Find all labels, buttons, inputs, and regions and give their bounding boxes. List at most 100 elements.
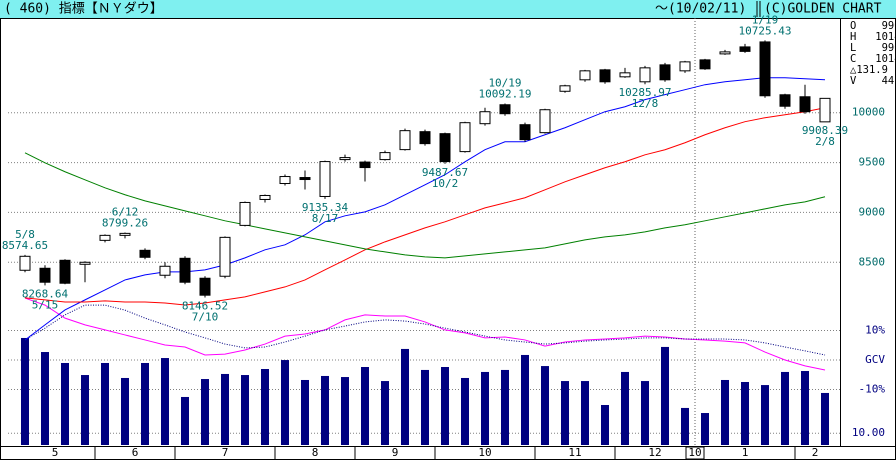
x-tick-label: 7 bbox=[222, 446, 229, 459]
candle-body bbox=[19, 255, 31, 271]
volume-bar bbox=[341, 377, 349, 445]
volume-bar bbox=[801, 371, 809, 445]
candle-body bbox=[139, 249, 151, 258]
volume-bar bbox=[81, 375, 89, 445]
candle-body bbox=[279, 176, 291, 185]
volume-bar bbox=[461, 377, 469, 445]
header-title: ( 460) 指標【ＮＹダウ】 bbox=[4, 2, 163, 17]
volume-bar bbox=[821, 392, 829, 445]
annotation-value: 8799.26 bbox=[102, 216, 148, 229]
candle-body bbox=[379, 152, 391, 161]
year-label: 10 bbox=[688, 446, 701, 459]
annotation-date: 1/19 bbox=[752, 13, 779, 26]
info-line: O 9908 bbox=[850, 20, 896, 32]
header-bar bbox=[0, 0, 896, 18]
volume-bar bbox=[241, 375, 249, 445]
candle-body bbox=[199, 277, 211, 296]
candle-body bbox=[59, 259, 71, 284]
volume-bar bbox=[781, 371, 789, 445]
annotation-value: 8146.52 bbox=[182, 300, 228, 313]
candle-body bbox=[79, 261, 91, 265]
volume-bar bbox=[521, 354, 529, 445]
annotation-date: 2/8 bbox=[815, 135, 835, 148]
candle-body bbox=[659, 64, 671, 81]
y-tick-label: 10% bbox=[865, 324, 885, 337]
candle-body bbox=[539, 109, 551, 134]
candle-body bbox=[559, 85, 571, 92]
volume-bar bbox=[661, 346, 669, 445]
volume-bar bbox=[161, 358, 169, 445]
volume-bar bbox=[561, 381, 569, 445]
candle-body bbox=[619, 72, 631, 78]
info-line: △131.9 bbox=[850, 64, 888, 76]
candle-body bbox=[119, 232, 131, 236]
info-line: H 10144 bbox=[850, 31, 896, 43]
y-tick-label: 9000 bbox=[859, 205, 886, 218]
candle-body bbox=[819, 97, 831, 123]
x-tick-label: 12 bbox=[648, 446, 661, 459]
candle-body bbox=[599, 69, 611, 83]
y-tick-label: 10000 bbox=[852, 106, 885, 119]
volume-bar bbox=[481, 371, 489, 445]
x-tick-label: 1 bbox=[742, 446, 749, 459]
candle-body bbox=[459, 122, 471, 153]
volume-bar bbox=[421, 369, 429, 445]
annotation-date: 8/17 bbox=[312, 212, 339, 225]
volume-bar bbox=[701, 413, 709, 445]
annotation-date: 12/8 bbox=[632, 97, 659, 110]
volume-bar bbox=[501, 369, 509, 445]
volume-bar bbox=[101, 362, 109, 445]
volume-bar bbox=[21, 337, 29, 445]
moving-average bbox=[24, 107, 826, 306]
x-tick-label: 5 bbox=[52, 446, 59, 459]
oscillator-line bbox=[24, 297, 826, 371]
volume-bar bbox=[181, 396, 189, 445]
moving-average bbox=[24, 152, 826, 259]
annotation-value: 8574.65 bbox=[2, 239, 48, 252]
info-line: C 10144 bbox=[850, 53, 896, 65]
annotation-date: 5/15 bbox=[32, 298, 59, 311]
x-tick-label: 2 bbox=[812, 446, 819, 459]
candle-body bbox=[699, 59, 711, 70]
x-tick-label: 9 bbox=[392, 446, 399, 459]
candle-body bbox=[519, 124, 531, 141]
candle-body bbox=[299, 177, 311, 181]
annotation-date: 6/12 bbox=[112, 205, 139, 218]
candle-body bbox=[259, 194, 271, 200]
volume-bar bbox=[741, 381, 749, 445]
annotation-date: 10/2 bbox=[432, 177, 459, 190]
volume-bar bbox=[601, 404, 609, 445]
candle-body bbox=[399, 130, 411, 151]
volume-bar bbox=[441, 367, 449, 445]
candle-body bbox=[179, 257, 191, 283]
x-tick-label: 11 bbox=[568, 446, 581, 459]
candle-body bbox=[239, 201, 251, 226]
annotation-value: 9908.39 bbox=[802, 124, 848, 137]
year-box bbox=[685, 446, 705, 460]
volume-bar bbox=[541, 366, 549, 445]
annotation-date: 7/10 bbox=[192, 311, 219, 324]
x-tick-label: 10 bbox=[478, 446, 491, 459]
volume-bar bbox=[281, 360, 289, 445]
candle-body bbox=[499, 104, 511, 115]
annotation-value: 10092.19 bbox=[479, 88, 532, 101]
moving-average bbox=[24, 77, 826, 341]
volume-bar bbox=[221, 373, 229, 445]
annotation-value: 10285.97 bbox=[619, 86, 672, 99]
volume-bar bbox=[141, 362, 149, 445]
candle-body bbox=[479, 111, 491, 125]
y-tick-label: 10.00 bbox=[852, 426, 885, 439]
header-copyright: (C)GOLDEN CHART bbox=[764, 2, 882, 17]
volume-bar bbox=[761, 385, 769, 445]
annotation-value: 8268.64 bbox=[22, 287, 69, 300]
volume-bar bbox=[201, 379, 209, 445]
header-date: ～(10/02/11) bbox=[655, 2, 746, 17]
volume-bar bbox=[401, 348, 409, 445]
volume-bar bbox=[361, 367, 369, 445]
candle-body bbox=[39, 267, 51, 283]
volume-bar bbox=[581, 381, 589, 445]
volume-bar bbox=[121, 377, 129, 445]
volume-bar bbox=[621, 371, 629, 445]
volume-bar bbox=[381, 381, 389, 445]
